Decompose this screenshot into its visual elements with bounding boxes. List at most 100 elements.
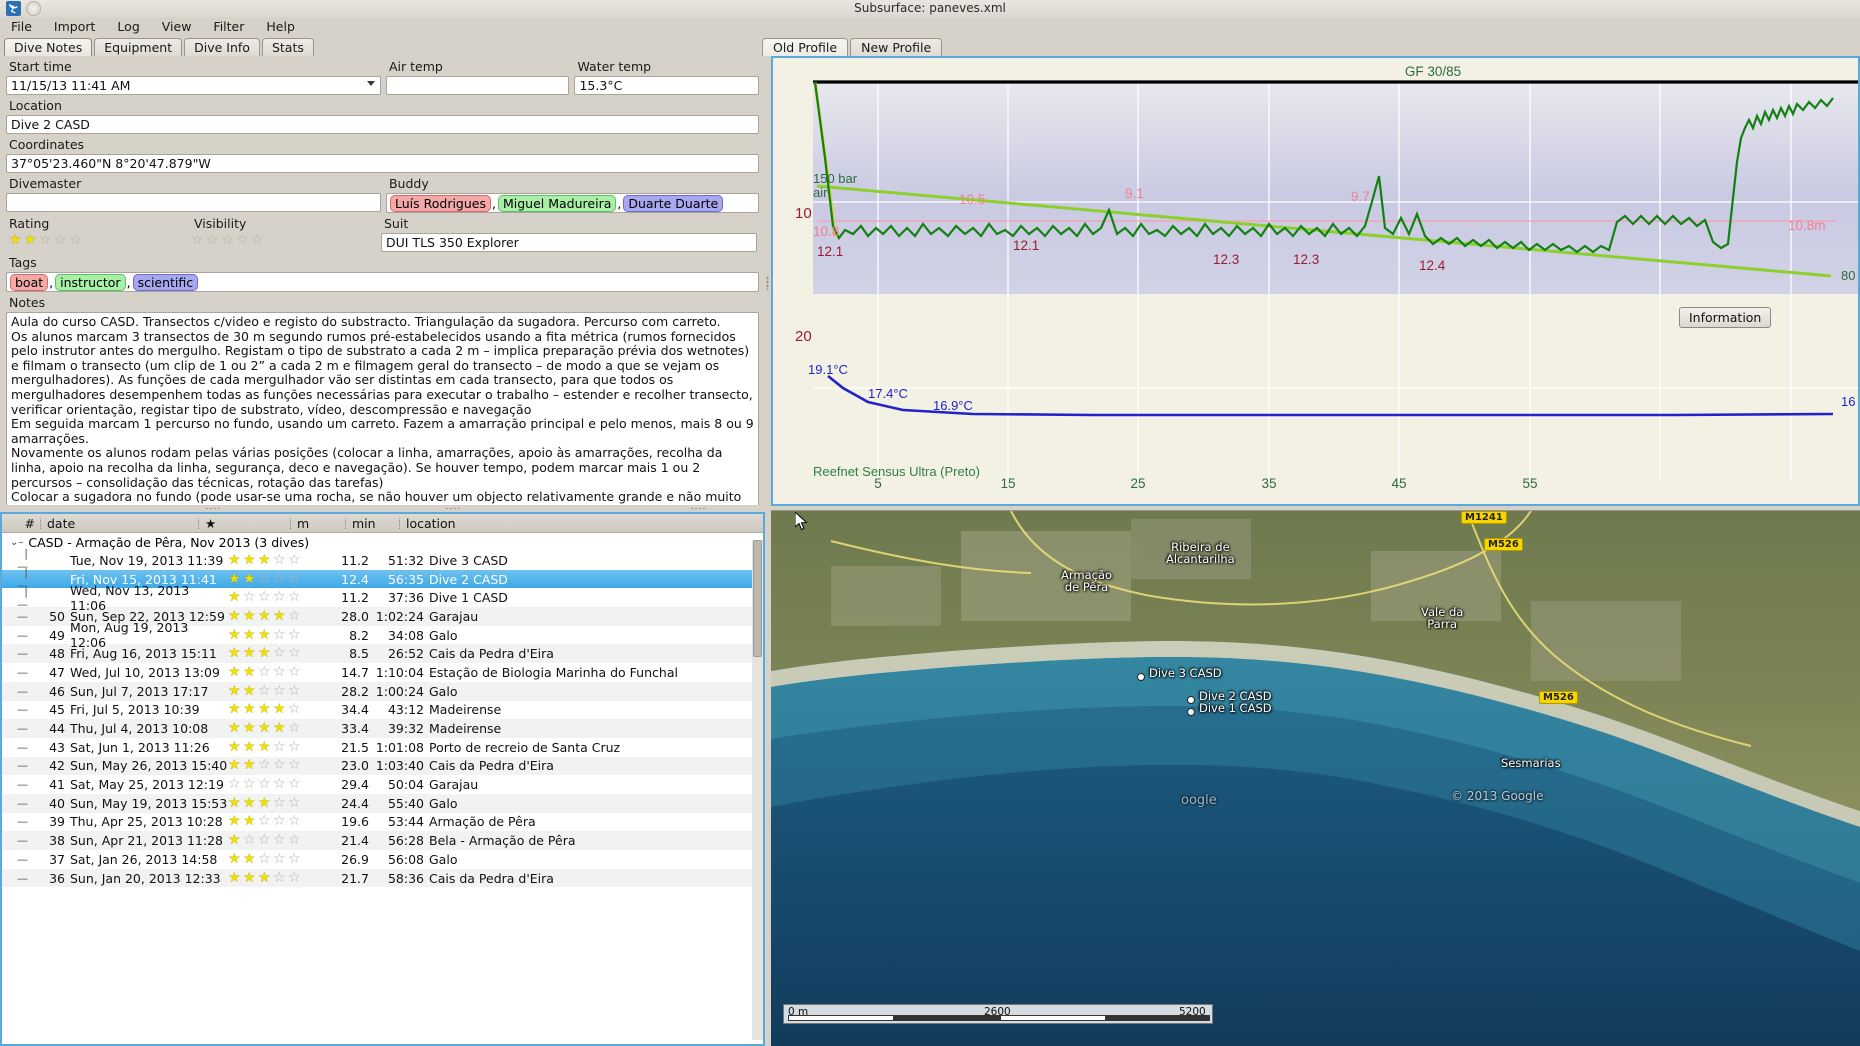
table-row[interactable]: — 42 Sun, May 26, 2013 15:40 ★ ★ ☆ ☆ ☆ 23.0 1:03:… (2, 756, 763, 776)
cell-number: 50 (49, 608, 65, 624)
cell-rating-stars[interactable]: ★ ★ ☆ ☆ ☆ (228, 850, 301, 867)
cell-rating-stars[interactable]: ★ ★ ★ ★ ☆ (228, 701, 301, 718)
menu-log[interactable]: Log (117, 19, 140, 34)
cell-rating-stars[interactable]: ☆ ☆ ☆ ☆ ☆ (228, 776, 301, 793)
cell-rating-stars[interactable]: ★ ★ ☆ ☆ ☆ (228, 813, 301, 830)
buddy-chip[interactable]: Miguel Madureira (497, 194, 617, 212)
column-header-number[interactable]: # (24, 515, 35, 531)
tags-input[interactable]: boat, instructor, scientific (6, 272, 759, 292)
column-header-depth[interactable]: m (290, 516, 345, 531)
cell-rating-stars[interactable]: ★ ★ ★ ★ ☆ (228, 720, 301, 737)
table-row[interactable]: — 39 Thu, Apr 25, 2013 10:28 ★ ★ ☆ ☆ ☆ 19.6 53:44… (2, 813, 763, 832)
cell-rating-stars[interactable]: ★ ★ ☆ ☆ ☆ (228, 663, 301, 680)
buddy-input[interactable]: Luís Rodrigues, Miguel Madureira, Duarte… (385, 193, 759, 213)
dive-marker-label[interactable]: Dive 2 CASD (1199, 689, 1272, 703)
cell-rating-stars[interactable]: ★ ★ ☆ ☆ ☆ (228, 570, 301, 587)
table-row[interactable]: — 40 Sun, May 19, 2013 15:53 ★ ★ ★ ☆ ☆ 24.4 55:40… (2, 793, 763, 813)
cell-date: Sun, Sep 22, 2013 12:59 (70, 608, 225, 624)
svg-text:12.4: 12.4 (1419, 258, 1446, 273)
tab-dive-info[interactable]: Dive Info (184, 38, 260, 56)
tab-dive-notes[interactable]: Dive Notes (4, 38, 93, 56)
cell-number: 40 (49, 795, 65, 811)
table-row[interactable]: — 44 Thu, Jul 4, 2013 10:08 ★ ★ ★ ★ ☆ 33.4 39:32 M… (2, 719, 763, 738)
notes-textarea[interactable]: Aula do curso CASD. Transectos c/video e… (6, 312, 759, 528)
tag-chip[interactable]: boat (10, 273, 49, 291)
table-row[interactable]: — 43 Sat, Jun 1, 2013 11:26 ★ ★ ★ ☆ ☆ 21.5 1:01:0… (2, 738, 763, 757)
table-row[interactable]: — 45 Fri, Jul 5, 2013 10:39 ★ ★ ★ ★ ☆ 34.4 43:12 M… (2, 701, 763, 720)
menu-import[interactable]: Import (53, 19, 96, 34)
svg-text:12.1: 12.1 (1013, 238, 1039, 253)
table-row[interactable]: — 47 Wed, Jul 10, 2013 13:09 ★ ★ ☆ ☆ ☆ 14.7 1:10:… (2, 663, 763, 682)
water-temp-label: Water temp (577, 59, 652, 74)
suit-input[interactable]: DUI TLS 350 Explorer (381, 233, 757, 252)
table-row[interactable]: — 41 Sat, May 25, 2013 12:19 ☆ ☆ ☆ ☆ ☆ 29.4 50:04… (2, 775, 763, 794)
tab-old-profile[interactable]: Old Profile (762, 38, 849, 56)
device-label: Reefnet Sensus Ultra (Preto) (813, 464, 980, 479)
chevron-down-icon[interactable]: ⌄– (10, 536, 24, 548)
air-temp-input[interactable] (385, 76, 570, 95)
table-row[interactable]: — 38 Sun, Apr 21, 2013 11:28 ★ ☆ ☆ ☆ ☆ 21.4 56:28… (2, 831, 763, 850)
menu-view[interactable]: View (161, 19, 192, 34)
table-row[interactable]: — 36 Sun, Jan 20, 2013 12:33 ★ ★ ★ ☆ ☆ 21.7 58:36… (2, 868, 763, 888)
column-header-date[interactable]: date (40, 516, 198, 531)
buddy-chip[interactable]: Luís Rodrigues (389, 194, 491, 212)
table-row[interactable]: — 46 Sun, Jul 7, 2013 17:17 ★ ★ ☆ ☆ ☆ 28.2 1:00:2… (2, 681, 763, 701)
chevron-down-icon[interactable] (366, 81, 375, 86)
buddy-chip[interactable]: Duarte Duarte (623, 194, 724, 212)
cell-rating-stars[interactable]: ★ ☆ ☆ ☆ ☆ (228, 589, 301, 606)
location-input[interactable]: Dive 2 CASD (6, 115, 759, 134)
tab-stats[interactable]: Stats (261, 38, 314, 56)
table-row[interactable]: — 37 Sat, Jan 26, 2013 14:58 ★ ★ ☆ ☆ ☆ 26.9 56:08… (2, 850, 763, 869)
information-button[interactable]: Information (1679, 307, 1772, 328)
dive-list[interactable]: # date ★ m min location ⌄– CASD - Armaçã… (0, 512, 765, 1046)
visibility-stars[interactable]: ☆ ☆ ☆ ☆ ☆ (191, 232, 264, 248)
cell-rating-stars[interactable]: ★ ★ ★ ☆ ☆ (228, 869, 301, 886)
table-row[interactable]: |— Wed, Nov 13, 2013 11:06 ★ ☆ ☆ ☆ ☆ 11.2 37:36 D… (2, 583, 763, 613)
cell-rating-stars[interactable]: ★ ★ ★ ☆ ☆ (228, 626, 301, 643)
dive-list-body[interactable]: ⌄– CASD - Armação de Pêra, Nov 2013 (3 d… (2, 533, 763, 1040)
menu-filter[interactable]: Filter (213, 19, 245, 34)
tag-chip[interactable]: scientific (132, 273, 199, 291)
svg-text:12.3: 12.3 (1213, 252, 1239, 267)
tab-equipment[interactable]: Equipment (94, 38, 183, 56)
menu-help[interactable]: Help (266, 19, 295, 34)
cell-rating-stars[interactable]: ★ ★ ★ ☆ ☆ (228, 551, 301, 568)
start-time-input[interactable]: 11/15/13 11:41 AM (6, 76, 381, 95)
dive-marker-label[interactable]: Dive 3 CASD (1149, 666, 1222, 680)
dive-list-scrollbar[interactable] (752, 540, 763, 1040)
cell-location: Dive 2 CASD (429, 571, 508, 587)
splitter-handle-vertical[interactable] (765, 56, 771, 506)
rating-stars[interactable]: ★ ★ ☆ ☆ ☆ (9, 232, 82, 248)
cell-rating-stars[interactable]: ★ ★ ★ ☆ ☆ (228, 794, 301, 811)
road-badge: M526 (1539, 691, 1578, 704)
table-row[interactable]: |— Tue, Nov 19, 2013 11:39 ★ ★ ★ ☆ ☆ 11.2 51:32 D… (2, 547, 763, 573)
tag-chip[interactable]: instructor (55, 273, 126, 291)
tab-new-profile[interactable]: New Profile (850, 38, 943, 56)
cell-rating-stars[interactable]: ★ ★ ☆ ☆ ☆ (228, 757, 301, 774)
dive-site-markers[interactable] (1137, 673, 1195, 716)
chip-separator: , (126, 274, 131, 290)
temperature-annotations: 19.1°C 17.4°C 16.9°C 16 (808, 362, 1855, 413)
menu-file[interactable]: File (11, 19, 32, 34)
cell-rating-stars[interactable]: ★ ★ ★ ★ ☆ (228, 607, 301, 624)
table-row[interactable]: |— Fri, Nov 15, 2013 11:41 ★ ★ ☆ ☆ ☆ 12.4 56:35 D… (2, 566, 763, 592)
cell-rating-stars[interactable]: ★ ★ ☆ ☆ ☆ (228, 682, 301, 699)
cell-rating-stars[interactable]: ★ ☆ ☆ ☆ ☆ (228, 832, 301, 849)
table-row[interactable]: — 50 Sun, Sep 22, 2013 12:59 ★ ★ ★ ★ ☆ 28.0 1:02:… (2, 607, 763, 626)
water-temp-input[interactable]: 15.3°C (574, 76, 759, 95)
dive-profile-chart[interactable]: 10 20 GF 30/85 150 bar air 12.1 12.1 12.… (771, 56, 1860, 506)
cell-rating-stars[interactable]: ★ ★ ★ ☆ ☆ (228, 738, 301, 755)
table-row[interactable]: — 49 Mon, Aug 19, 2013 12:06 ★ ★ ★ ☆ ☆ 8.2 34:08 G… (2, 620, 763, 650)
dive-site-map[interactable]: Ribeira de Alcantarilha Armação de Pêra Va… (771, 510, 1860, 1046)
cell-rating-stars[interactable]: ★ ★ ★ ☆ ☆ (228, 645, 301, 662)
coordinates-input[interactable]: 37°05'23.460"N 8°20'47.879"W (6, 154, 759, 173)
column-header-location[interactable]: location (399, 516, 763, 531)
table-row[interactable]: — 48 Fri, Aug 16, 2013 15:11 ★ ★ ★ ☆ ☆ 8.5 26:52 C… (2, 644, 763, 664)
column-header-duration[interactable]: min (345, 516, 399, 531)
dive-list-group-row[interactable]: ⌄– CASD - Armação de Pêra, Nov 2013 (3 d… (2, 533, 763, 551)
scrollbar-thumb[interactable] (753, 540, 762, 657)
splitter-handle-horizontal[interactable] (0, 505, 765, 512)
column-header-rating[interactable]: ★ (198, 516, 290, 531)
dive-marker-label[interactable]: Dive 1 CASD (1199, 701, 1272, 715)
divemaster-input[interactable] (6, 193, 381, 212)
